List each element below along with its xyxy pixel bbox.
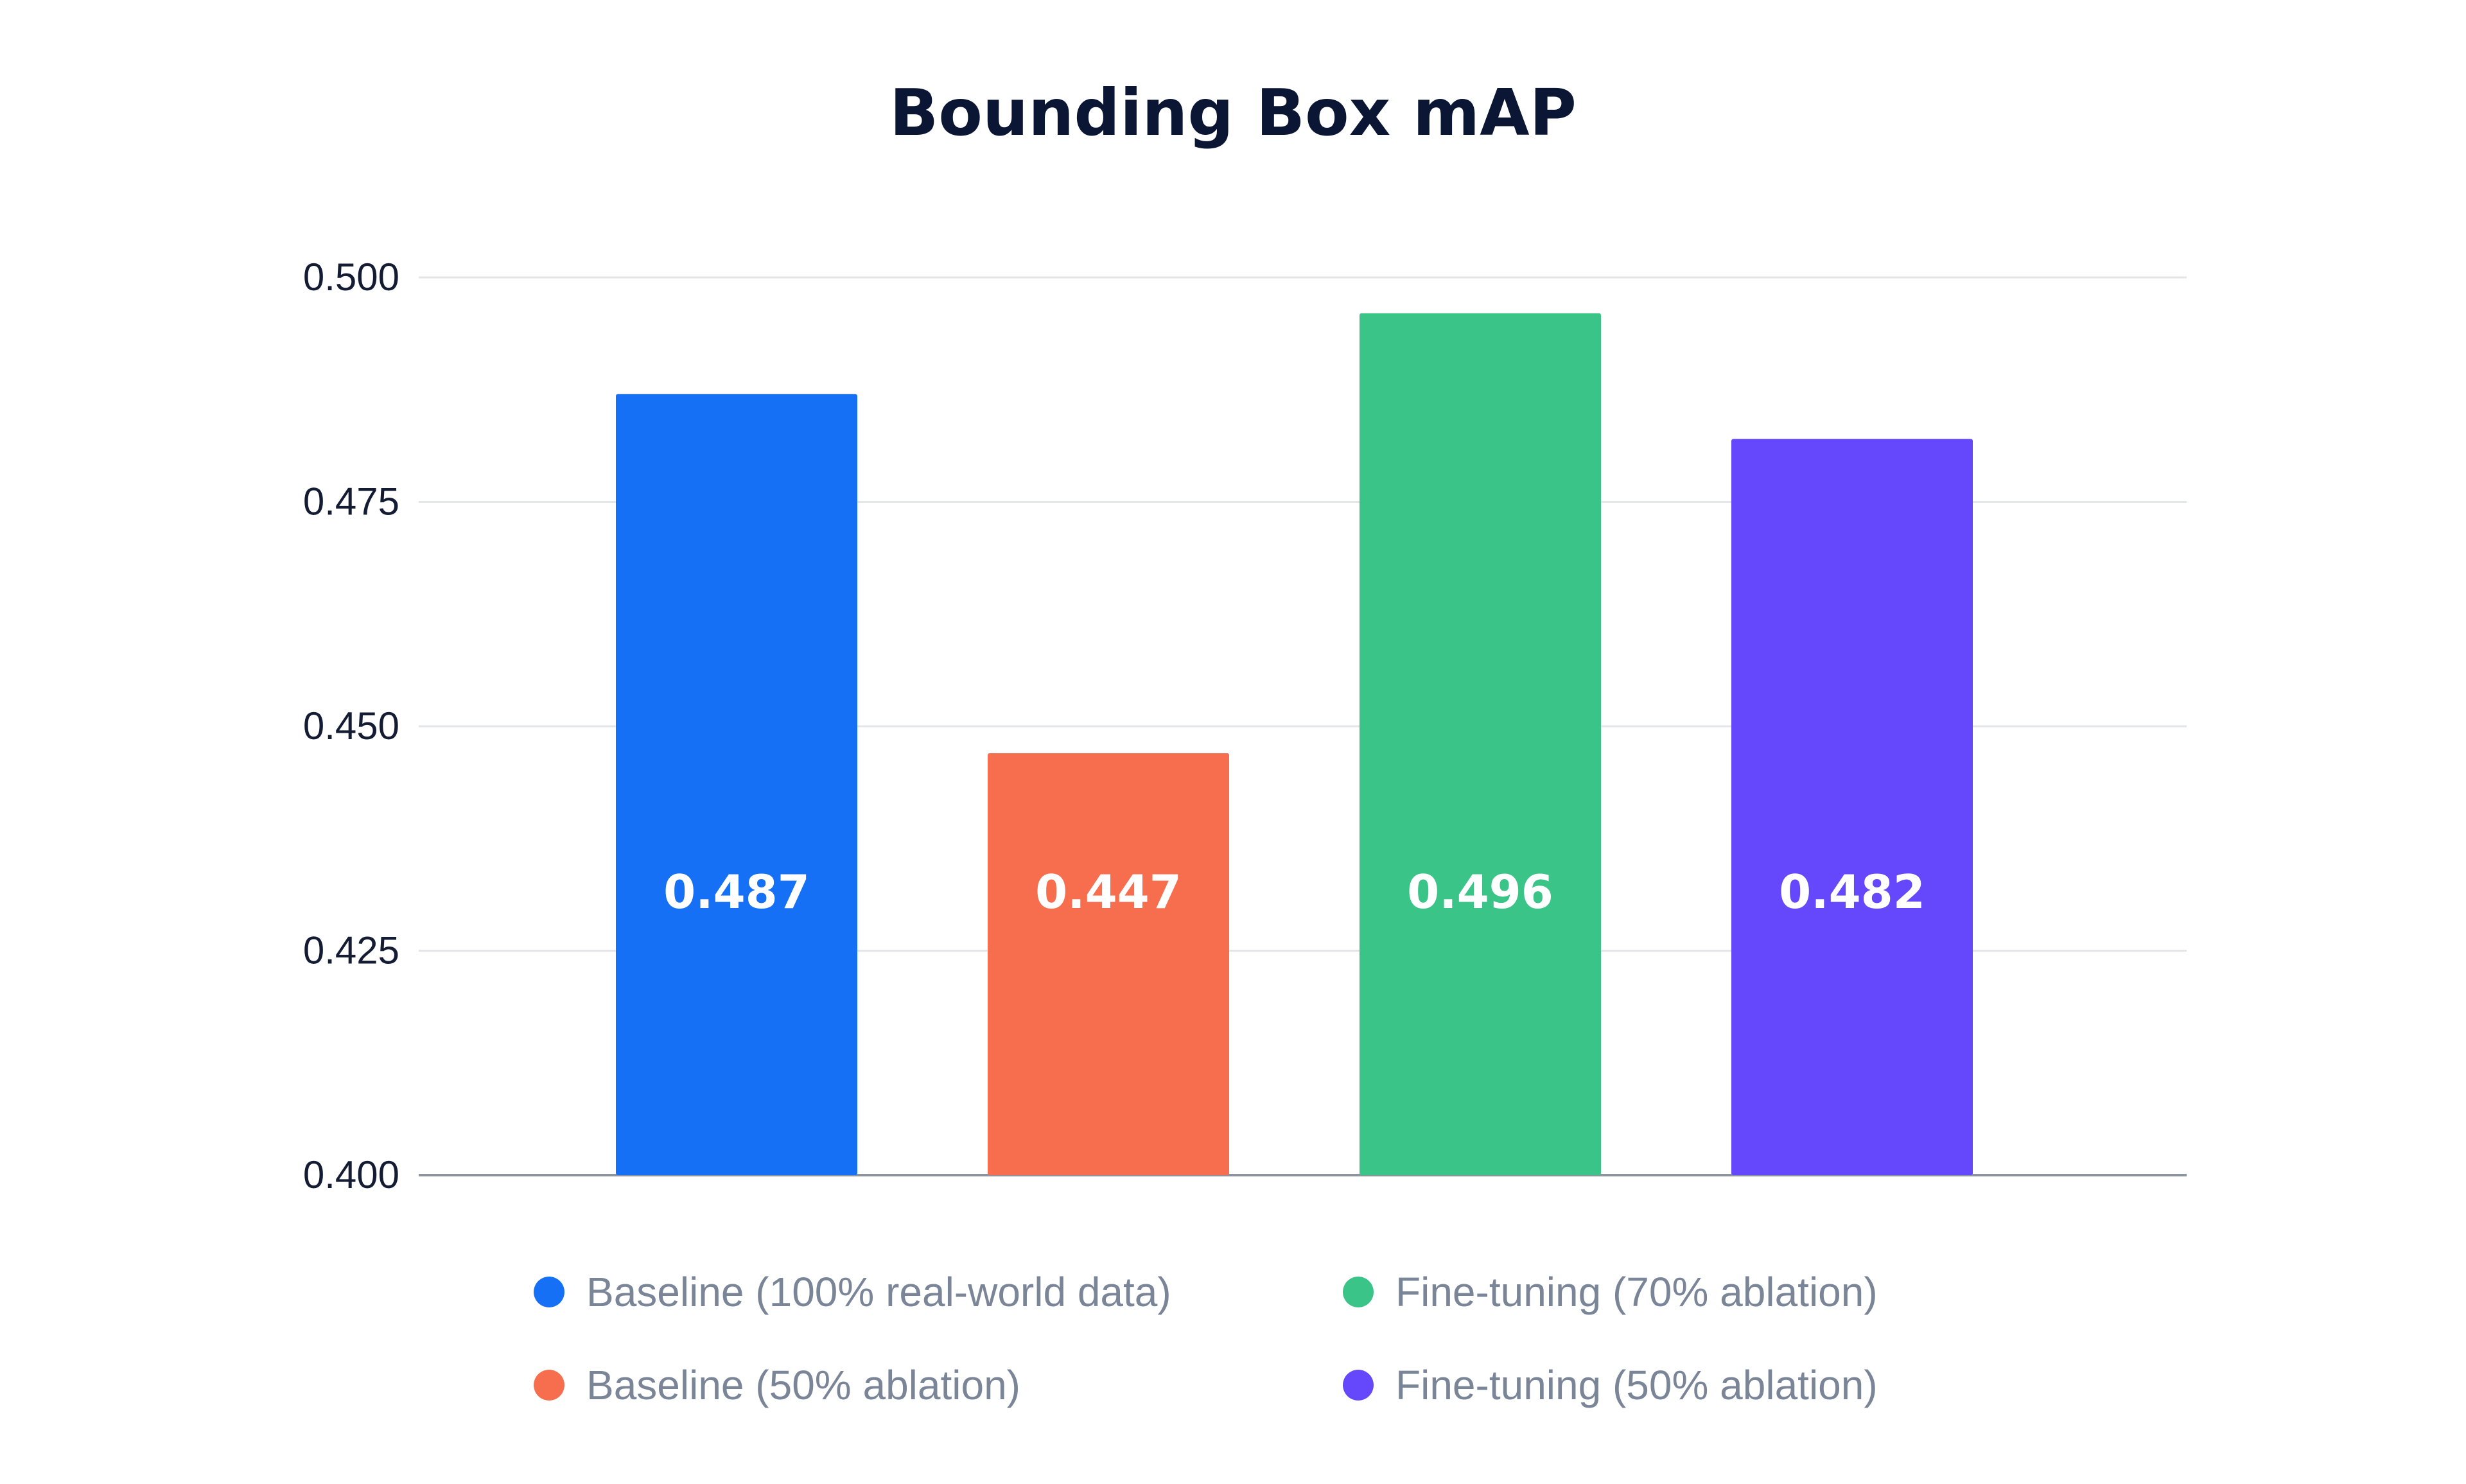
bar	[988, 753, 1229, 1175]
bar-value-label: 0.496	[1407, 865, 1553, 919]
bar	[1360, 313, 1601, 1175]
bar	[616, 394, 857, 1175]
legend-label: Baseline (100% real-world data)	[586, 1269, 1171, 1315]
y-tick-label: 0.475	[303, 480, 399, 523]
legend-item: Baseline (50% ablation)	[534, 1362, 1020, 1408]
legend-label: Fine-tuning (70% ablation)	[1395, 1269, 1878, 1315]
legend-swatch	[534, 1277, 564, 1307]
bar	[1731, 439, 1973, 1175]
legend-label: Baseline (50% ablation)	[586, 1362, 1020, 1408]
bars	[616, 313, 1973, 1175]
legend-swatch	[534, 1370, 564, 1401]
chart-title: Bounding Box mAP	[889, 75, 1577, 150]
bar-value-label: 0.487	[663, 865, 810, 919]
legend: Baseline (100% real-world data) Fine-tuni…	[534, 1269, 1878, 1408]
legend-swatch	[1343, 1277, 1374, 1307]
legend-item: Fine-tuning (70% ablation)	[1343, 1269, 1878, 1315]
legend-item: Baseline (100% real-world data)	[534, 1269, 1171, 1315]
bar-value-label: 0.482	[1779, 865, 1925, 919]
y-tick-label: 0.400	[303, 1153, 399, 1196]
bar-value-label: 0.447	[1035, 865, 1182, 919]
y-tick-label: 0.450	[303, 704, 399, 747]
y-tick-label: 0.425	[303, 929, 399, 972]
legend-swatch	[1343, 1370, 1374, 1401]
legend-label: Fine-tuning (50% ablation)	[1395, 1362, 1878, 1408]
value-labels: 0.487 0.447 0.496 0.482	[663, 865, 1925, 919]
y-tick-label: 0.500	[303, 256, 399, 299]
legend-item: Fine-tuning (50% ablation)	[1343, 1362, 1878, 1408]
y-axis-ticks: 0.400 0.425 0.450 0.475 0.500	[303, 256, 399, 1196]
